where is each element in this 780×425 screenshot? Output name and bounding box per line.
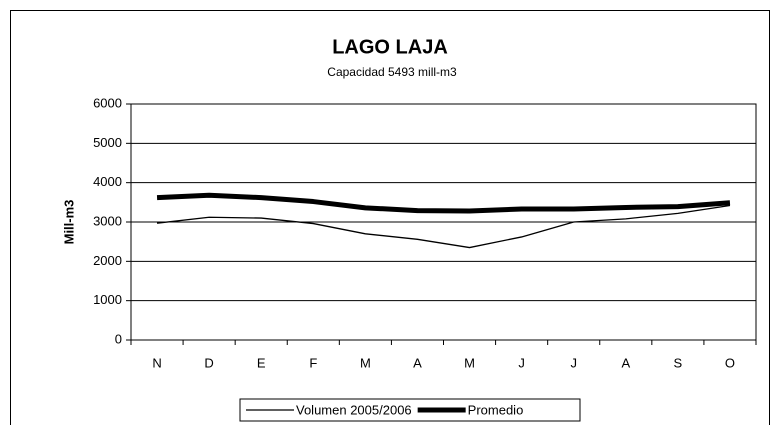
x-tick-label: J: [570, 355, 577, 370]
x-tick-label: E: [257, 355, 266, 370]
legend-label: Volumen 2005/2006: [296, 402, 412, 417]
y-tick-label: 6000: [93, 95, 122, 110]
x-tick-label: O: [725, 355, 735, 370]
x-tick-label: D: [204, 355, 213, 370]
x-tick-label: A: [413, 355, 422, 370]
y-tick-label: 0: [115, 331, 122, 346]
x-tick-label: A: [621, 355, 630, 370]
y-axis-label: Mill-m3: [61, 200, 76, 245]
chart-frame: [10, 10, 770, 425]
chart-title: LAGO LAJA: [332, 36, 448, 58]
x-tick-label: J: [518, 355, 525, 370]
x-tick-label: S: [674, 355, 683, 370]
x-tick-label: M: [360, 355, 371, 370]
x-tick-label: M: [464, 355, 475, 370]
x-tick-label: N: [152, 355, 161, 370]
y-tick-label: 5000: [93, 135, 122, 150]
y-tick-label: 3000: [93, 213, 122, 228]
y-tick-label: 1000: [93, 292, 122, 307]
legend-label: Promedio: [468, 402, 524, 417]
x-tick-label: F: [309, 355, 317, 370]
chart-subtitle: Capacidad 5493 mill-m3: [327, 65, 457, 79]
y-tick-label: 4000: [93, 174, 122, 189]
line-series: [156, 204, 731, 249]
y-tick-label: 2000: [93, 253, 122, 268]
line-series: [156, 192, 731, 214]
legend: [239, 398, 581, 422]
